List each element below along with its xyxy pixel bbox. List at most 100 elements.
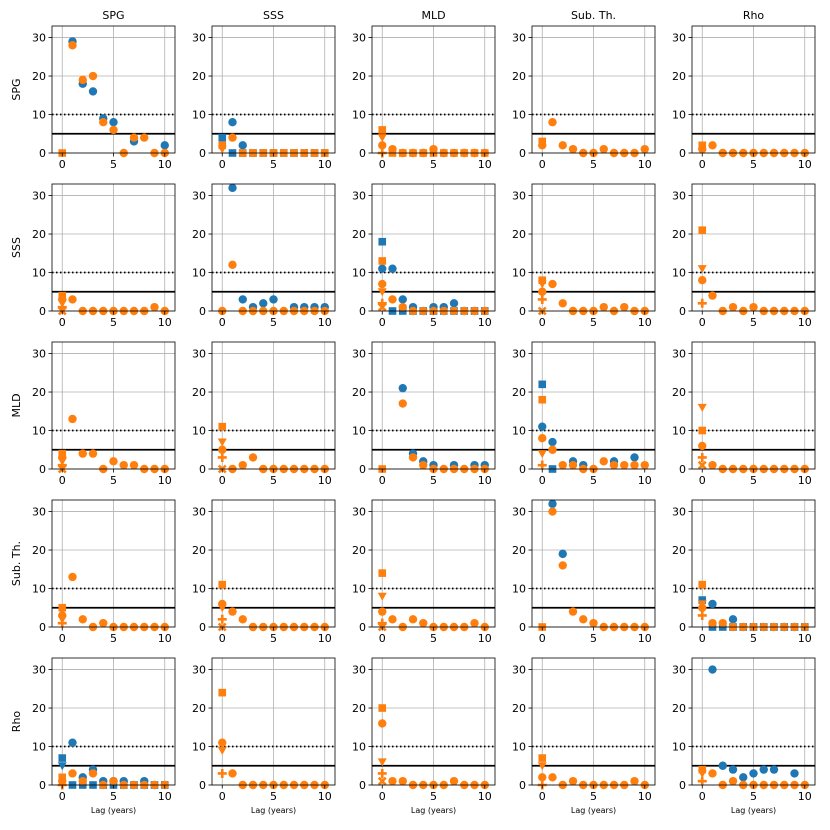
y-tick-label: 20 [672, 702, 686, 715]
point-circle-orange [119, 460, 128, 470]
x-tick-label: 10 [318, 790, 332, 803]
panel-2-4: 0 5 10 0 10 20 30 [672, 341, 816, 487]
point-square-blue [378, 237, 387, 246]
y-tick-label: 20 [512, 544, 526, 557]
point-circle-orange [109, 776, 118, 786]
point-triangle-blue [57, 762, 67, 771]
y-tick-label: 0 [39, 621, 46, 634]
x-tick-label: 10 [478, 790, 492, 803]
panel-0-1: 0 5 10 0 10 20 30 SSS [192, 9, 336, 171]
x-tick-label: 0 [539, 316, 546, 329]
y-tick-label: 10 [672, 583, 686, 596]
row-label: Sub. Th. [10, 541, 23, 586]
point-circle-blue [160, 141, 169, 150]
y-tick-label: 0 [359, 779, 366, 792]
point-circle-orange [238, 460, 247, 470]
point-triangle-orange [217, 604, 227, 613]
point-triangle-orange [537, 280, 547, 289]
y-tick-label: 30 [352, 664, 366, 677]
y-tick-label: 30 [192, 190, 206, 203]
y-tick-label: 0 [359, 147, 366, 160]
point-plus-orange [537, 460, 547, 470]
x-tick-label: 10 [798, 316, 812, 329]
panel-1-2: 0 5 10 0 10 20 30 [352, 183, 496, 329]
y-tick-label: 20 [32, 544, 46, 557]
x-tick-label: 5 [270, 632, 277, 645]
point-circle-orange [78, 776, 87, 786]
row-label: MLD [10, 393, 23, 417]
x-tick-label: 5 [430, 474, 437, 487]
point-square-orange [378, 704, 387, 712]
point-circle-orange [68, 414, 77, 424]
y-tick-label: 10 [352, 741, 366, 754]
y-tick-label: 30 [512, 506, 526, 519]
x-tick-label: 0 [539, 790, 546, 803]
point-circle-blue [739, 773, 748, 782]
y-tick-label: 30 [672, 190, 686, 203]
point-triangle-orange [697, 600, 707, 609]
point-circle-orange [749, 302, 758, 312]
point-circle-orange [470, 618, 479, 628]
x-tick-label: 0 [219, 790, 226, 803]
x-tick-label: 10 [158, 790, 172, 803]
x-axis-label: Lag (years) [411, 806, 456, 815]
point-circle-orange [718, 618, 727, 628]
point-triangle-orange [217, 145, 227, 154]
point-circle-orange [558, 299, 567, 308]
x-tick-label: 10 [158, 316, 172, 329]
x-axis-label: Lag (years) [571, 806, 616, 815]
point-circle-blue [749, 769, 758, 778]
y-tick-label: 30 [32, 190, 46, 203]
x-tick-label: 5 [430, 632, 437, 645]
point-square-blue [698, 596, 707, 604]
x-tick-label: 5 [590, 158, 597, 171]
point-circle-blue [269, 295, 278, 304]
y-tick-label: 10 [352, 425, 366, 438]
point-circle-blue [538, 422, 547, 431]
point-circle-orange [708, 618, 717, 628]
x-tick-label: 10 [638, 474, 652, 487]
x-tick-label: 0 [379, 790, 386, 803]
point-circle-orange [708, 769, 717, 778]
row-label: SSS [10, 237, 23, 258]
point-circle-orange [388, 615, 397, 624]
y-tick-label: 30 [32, 32, 46, 45]
point-circle-blue [630, 453, 639, 462]
column-title: SSS [263, 9, 284, 22]
y-tick-label: 30 [672, 506, 686, 519]
y-tick-label: 30 [32, 348, 46, 361]
y-tick-label: 0 [199, 305, 206, 318]
point-circle-blue [259, 299, 268, 308]
point-circle-orange [728, 776, 738, 786]
x-axis-label: Lag (years) [731, 806, 776, 815]
x-tick-label: 0 [219, 316, 226, 329]
point-square-orange [378, 569, 387, 577]
point-circle-blue [88, 87, 98, 96]
point-circle-orange [88, 71, 98, 81]
point-circle-orange [558, 460, 567, 470]
x-tick-label: 0 [699, 632, 706, 645]
y-tick-label: 10 [192, 267, 206, 280]
x-tick-label: 0 [539, 474, 546, 487]
x-tick-label: 0 [59, 632, 66, 645]
point-square-orange [58, 291, 67, 300]
panel-2-3: 0 5 10 0 10 20 30 [512, 341, 656, 487]
y-tick-label: 30 [32, 506, 46, 519]
y-tick-label: 20 [512, 702, 526, 715]
y-tick-label: 20 [192, 70, 206, 83]
y-tick-label: 10 [672, 109, 686, 122]
y-tick-label: 30 [192, 348, 206, 361]
point-circle-orange [548, 279, 557, 289]
y-tick-label: 10 [32, 741, 46, 754]
point-triangle-orange [697, 769, 707, 778]
x-tick-label: 5 [750, 316, 757, 329]
point-circle-blue [548, 499, 557, 509]
x-tick-label: 5 [590, 474, 597, 487]
y-tick-label: 20 [512, 228, 526, 241]
point-triangle-orange [377, 288, 387, 297]
y-tick-label: 20 [512, 70, 526, 83]
panel-3-2: 0 5 10 0 10 20 30 [352, 499, 496, 645]
point-square-orange [58, 449, 67, 458]
point-circle-orange [388, 776, 397, 786]
point-circle-orange [378, 279, 387, 289]
